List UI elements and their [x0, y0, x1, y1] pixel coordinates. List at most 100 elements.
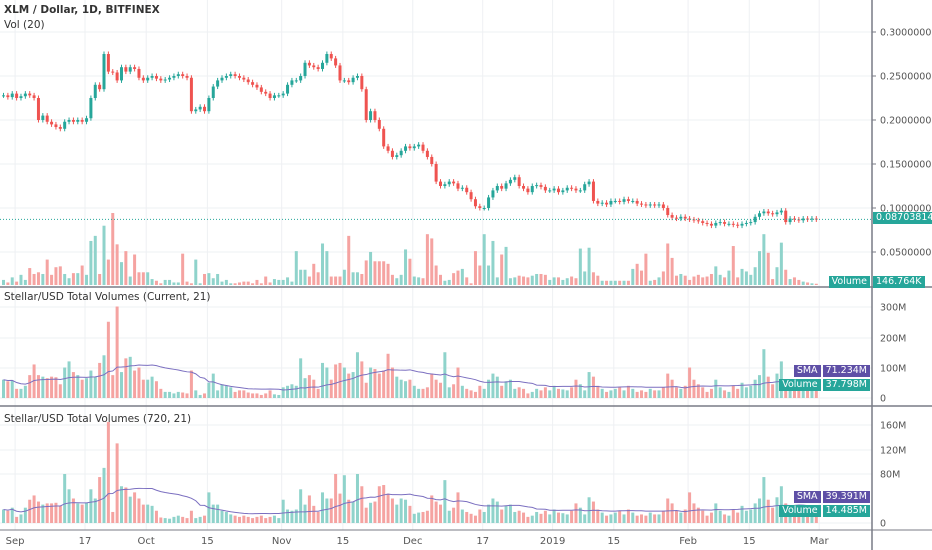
candle: [377, 120, 381, 129]
current-volume-bar: [674, 387, 678, 398]
volume-bar: [355, 272, 359, 285]
volume-bar: [583, 271, 587, 285]
p720-volume-bar: [522, 512, 526, 523]
candle: [163, 79, 167, 81]
current-volume-bar: [154, 381, 158, 398]
p720-volume-bar: [583, 514, 587, 523]
volume-study-label[interactable]: Vol (20): [4, 19, 45, 31]
p720-volume-bar: [517, 510, 521, 523]
current-volume-bar: [321, 362, 325, 398]
volume-current-tag: Volume 37.798M: [779, 379, 870, 391]
candle: [32, 95, 36, 98]
candle: [578, 190, 582, 192]
candle: [216, 80, 220, 87]
current-volume-bar: [185, 393, 189, 398]
current-volume-bar: [653, 390, 657, 398]
current-volume-bar: [111, 375, 115, 398]
p720-volume-bar: [41, 504, 45, 523]
p720-volume-bar: [6, 510, 10, 523]
p720-volume-bar: [482, 511, 486, 523]
volume-bar: [316, 272, 320, 285]
time-axis-label: 2019: [540, 536, 565, 547]
p720-volume-bar: [736, 512, 740, 523]
p720-volume-bar: [513, 511, 517, 523]
current-volume-bar: [718, 387, 722, 398]
p720-volume-bar: [80, 504, 84, 523]
volume-bar: [106, 259, 110, 285]
volume-bar: [154, 280, 158, 285]
volume-bar: [495, 277, 499, 285]
candle: [456, 183, 460, 189]
volume-bar: [500, 254, 504, 285]
current-volume-bar: [478, 385, 482, 398]
volume-bar: [150, 279, 154, 285]
p720-volume-bar: [417, 512, 421, 523]
candle: [19, 96, 23, 98]
pane-720-title[interactable]: Stellar/USD Total Volumes (720, 21): [4, 413, 192, 425]
volume-bar: [408, 258, 412, 285]
p720-volume-bar: [312, 505, 316, 523]
p720-volume-bar: [447, 510, 451, 523]
current-volume-bar: [163, 391, 167, 398]
volume-bar: [482, 234, 486, 285]
p720-volume-bar: [45, 503, 49, 523]
volume-bar: [469, 283, 473, 285]
p720-volume-bar: [548, 514, 552, 523]
volume-bar: [224, 279, 228, 285]
p720-volume-bar: [290, 510, 294, 523]
candle: [487, 197, 491, 208]
p720-volume-bar: [194, 518, 198, 523]
candle: [15, 93, 19, 98]
current-volume-bar: [522, 388, 526, 398]
candle: [718, 222, 722, 224]
current-volume-bar: [102, 355, 106, 398]
p720-axis-label: 0: [880, 519, 886, 530]
candle: [251, 82, 255, 85]
p720-volume-bar: [478, 509, 482, 523]
volume-bar: [264, 276, 268, 285]
p720-volume-bar: [172, 516, 176, 523]
p720-volume-bar: [434, 501, 438, 523]
p720-volume-bar: [198, 516, 202, 523]
volume-bar: [727, 270, 731, 285]
current-volume-bar: [58, 384, 62, 398]
volume-720-tag-label: Volume: [779, 505, 821, 517]
p720-volume-bar: [504, 505, 508, 523]
candle: [491, 190, 495, 198]
volume-bar: [259, 283, 263, 285]
pane-current-title[interactable]: Stellar/USD Total Volumes (Current, 21): [4, 291, 211, 303]
p720-volume-bar: [495, 501, 499, 523]
candle: [189, 77, 193, 112]
candle: [421, 144, 425, 151]
candle: [469, 192, 473, 200]
current-volume-bar: [552, 385, 556, 398]
volume-bar: [36, 272, 40, 285]
candle: [390, 150, 394, 157]
volume-bar: [679, 273, 683, 285]
volume-bar: [360, 273, 364, 285]
current-volume-bar: [338, 362, 342, 398]
candle: [495, 186, 499, 191]
p720-volume-bar: [727, 515, 731, 523]
candle: [696, 220, 700, 222]
p720-volume-bar: [535, 511, 539, 523]
volume-bar: [749, 274, 753, 285]
current-volume-bar: [661, 387, 665, 398]
candle: [548, 190, 552, 192]
p720-volume-bar: [10, 507, 14, 523]
p720-volume-bar: [762, 477, 766, 523]
volume-bar: [28, 268, 32, 285]
candle: [316, 67, 320, 69]
candle: [229, 74, 233, 76]
candle: [2, 95, 5, 97]
p720-volume-bar: [203, 515, 207, 523]
candle: [119, 67, 123, 81]
candle: [124, 67, 128, 72]
volume-bar: [618, 280, 622, 285]
current-volume-bar: [277, 394, 281, 398]
candle: [10, 93, 14, 98]
current-volume-bar: [744, 387, 748, 398]
price-axis-label: 0.05000000: [880, 248, 932, 259]
p720-volume-bar: [806, 514, 810, 523]
